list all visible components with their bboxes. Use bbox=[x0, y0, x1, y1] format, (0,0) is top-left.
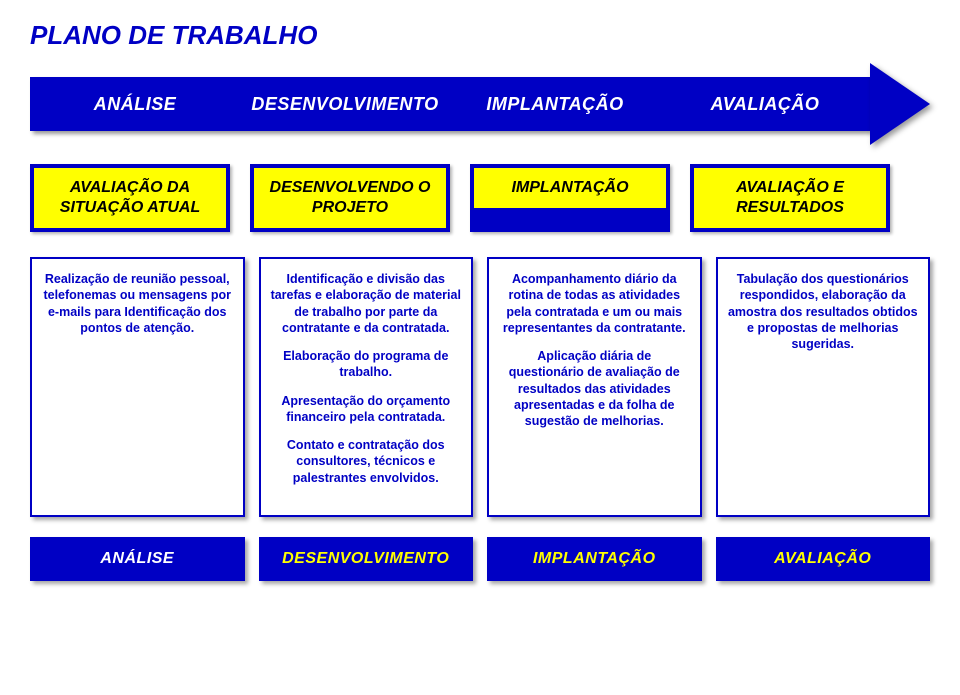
arrow-seg-analise: ANÁLISE bbox=[30, 77, 240, 131]
arrow-head bbox=[870, 63, 930, 145]
card-avaliacao: Tabulação dos questionários respondidos,… bbox=[716, 257, 931, 517]
card-desenvolvimento: Identificação e divisão das tarefas e el… bbox=[259, 257, 474, 517]
footer-analise: ANÁLISE bbox=[30, 537, 245, 581]
subheading-row: AVALIAÇÃO DA SITUAÇÃO ATUAL DESENVOLVEND… bbox=[30, 164, 890, 232]
arrow-seg-implantacao: IMPLANTAÇÃO bbox=[450, 77, 660, 131]
subhead-box-1: AVALIAÇÃO DA SITUAÇÃO ATUAL bbox=[30, 164, 230, 232]
footer-implantacao: IMPLANTAÇÃO bbox=[487, 537, 702, 581]
page-title: PLANO DE TRABALHO bbox=[30, 20, 930, 51]
subhead-box-2: DESENVOLVENDO O PROJETO bbox=[250, 164, 450, 232]
card-implantacao: Acompanhamento diário da rotina de todas… bbox=[487, 257, 702, 517]
card-text: Elaboração do programa de trabalho. bbox=[271, 348, 462, 381]
arrow-seg-avaliacao: AVALIAÇÃO bbox=[660, 77, 870, 131]
card-text: Apresentação do orçamento financeiro pel… bbox=[271, 393, 462, 426]
card-text: Aplicação diária de questionário de aval… bbox=[499, 348, 690, 429]
card-text: Identificação e divisão das tarefas e el… bbox=[271, 271, 462, 336]
footer-avaliacao: AVALIAÇÃO bbox=[716, 537, 931, 581]
subhead-label-4: AVALIAÇÃO E RESULTADOS bbox=[694, 168, 886, 228]
card-text: Acompanhamento diário da rotina de todas… bbox=[499, 271, 690, 336]
card-text: Tabulação dos questionários respondidos,… bbox=[728, 271, 919, 352]
subhead-label-3: IMPLANTAÇÃO bbox=[474, 168, 666, 208]
card-analise: Realização de reunião pessoal, telefonem… bbox=[30, 257, 245, 517]
card-text: Realização de reunião pessoal, telefonem… bbox=[42, 271, 233, 336]
detail-cards-row: Realização de reunião pessoal, telefonem… bbox=[30, 257, 930, 517]
arrow-body: ANÁLISE DESENVOLVIMENTO IMPLANTAÇÃO AVAL… bbox=[30, 77, 870, 131]
arrow-seg-desenvolvimento: DESENVOLVIMENTO bbox=[240, 77, 450, 131]
subhead-label-2: DESENVOLVENDO O PROJETO bbox=[254, 168, 446, 228]
subhead-label-1: AVALIAÇÃO DA SITUAÇÃO ATUAL bbox=[34, 168, 226, 228]
subhead-box-4: AVALIAÇÃO E RESULTADOS bbox=[690, 164, 890, 232]
footer-row: ANÁLISE DESENVOLVIMENTO IMPLANTAÇÃO AVAL… bbox=[30, 537, 930, 581]
footer-desenvolvimento: DESENVOLVIMENTO bbox=[259, 537, 474, 581]
phase-arrow: ANÁLISE DESENVOLVIMENTO IMPLANTAÇÃO AVAL… bbox=[30, 69, 930, 139]
card-text: Contato e contratação dos consultores, t… bbox=[271, 437, 462, 486]
subhead-box-3: IMPLANTAÇÃO bbox=[470, 164, 670, 232]
